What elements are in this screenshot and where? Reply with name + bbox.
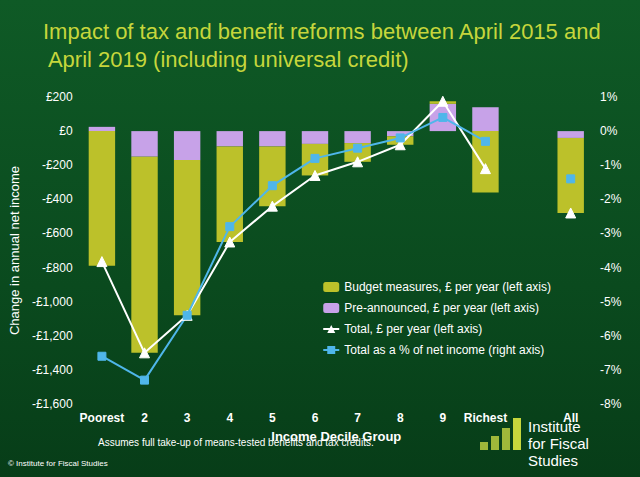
svg-text:-£1,400: -£1,400 [32,363,73,377]
svg-text:-£400: -£400 [42,192,73,206]
svg-text:9: 9 [439,411,446,425]
svg-text:Studies: Studies [528,452,578,469]
svg-text:-£200: -£200 [42,158,73,172]
svg-text:2: 2 [141,411,148,425]
svg-text:for Fiscal: for Fiscal [528,435,593,452]
svg-text:-3%: -3% [600,226,622,240]
svg-text:4: 4 [226,411,233,425]
svg-text:© Institute for Fiscal Studies: © Institute for Fiscal Studies [8,459,108,468]
svg-text:-7%: -7% [600,363,622,377]
svg-text:-5%: -5% [600,295,622,309]
svg-text:Assumes full take-up of means-: Assumes full take-up of means-tested ben… [98,436,374,448]
svg-text:-£800: -£800 [42,261,73,275]
svg-text:-£1,000: -£1,000 [32,295,73,309]
svg-text:Richest: Richest [464,411,507,425]
svg-text:-4%: -4% [600,261,622,275]
svg-text:-£600: -£600 [42,226,73,240]
svg-text:5: 5 [269,411,276,425]
svg-text:April 2019 (including universa: April 2019 (including universal credit) [43,47,409,72]
svg-text:1%: 1% [600,90,618,104]
svg-text:8: 8 [397,411,404,425]
svg-text:£200: £200 [46,90,73,104]
svg-text:Pre-announced, £ per year (lef: Pre-announced, £ per year (left axis) [344,301,539,315]
svg-text:6: 6 [312,411,319,425]
svg-text:Income Decile Group: Income Decile Group [271,429,401,444]
svg-text:-1%: -1% [600,158,622,172]
svg-text:Impact of tax and benefit refo: Impact of tax and benefit reforms betwee… [43,19,601,44]
svg-text:-6%: -6% [600,329,622,343]
svg-text:£0: £0 [59,124,73,138]
svg-text:-£1,200: -£1,200 [32,329,73,343]
svg-text:-2%: -2% [600,192,622,206]
svg-text:Total, £ per year (left axis): Total, £ per year (left axis) [344,322,482,336]
svg-text:Institute: Institute [528,418,585,435]
svg-text:Poorest: Poorest [80,411,125,425]
svg-text:Total as a % of net income (ri: Total as a % of net income (right axis) [344,343,544,357]
svg-text:All: All [563,411,578,425]
svg-text:Budget measures, £ per year (l: Budget measures, £ per year (left axis) [344,280,551,294]
svg-text:-8%: -8% [600,397,622,411]
svg-text:0%: 0% [600,124,618,138]
svg-text:7: 7 [354,411,361,425]
svg-text:3: 3 [184,411,191,425]
svg-text:-£1,600: -£1,600 [32,397,73,411]
svg-text:Change in annual net income: Change in annual net income [7,166,22,335]
